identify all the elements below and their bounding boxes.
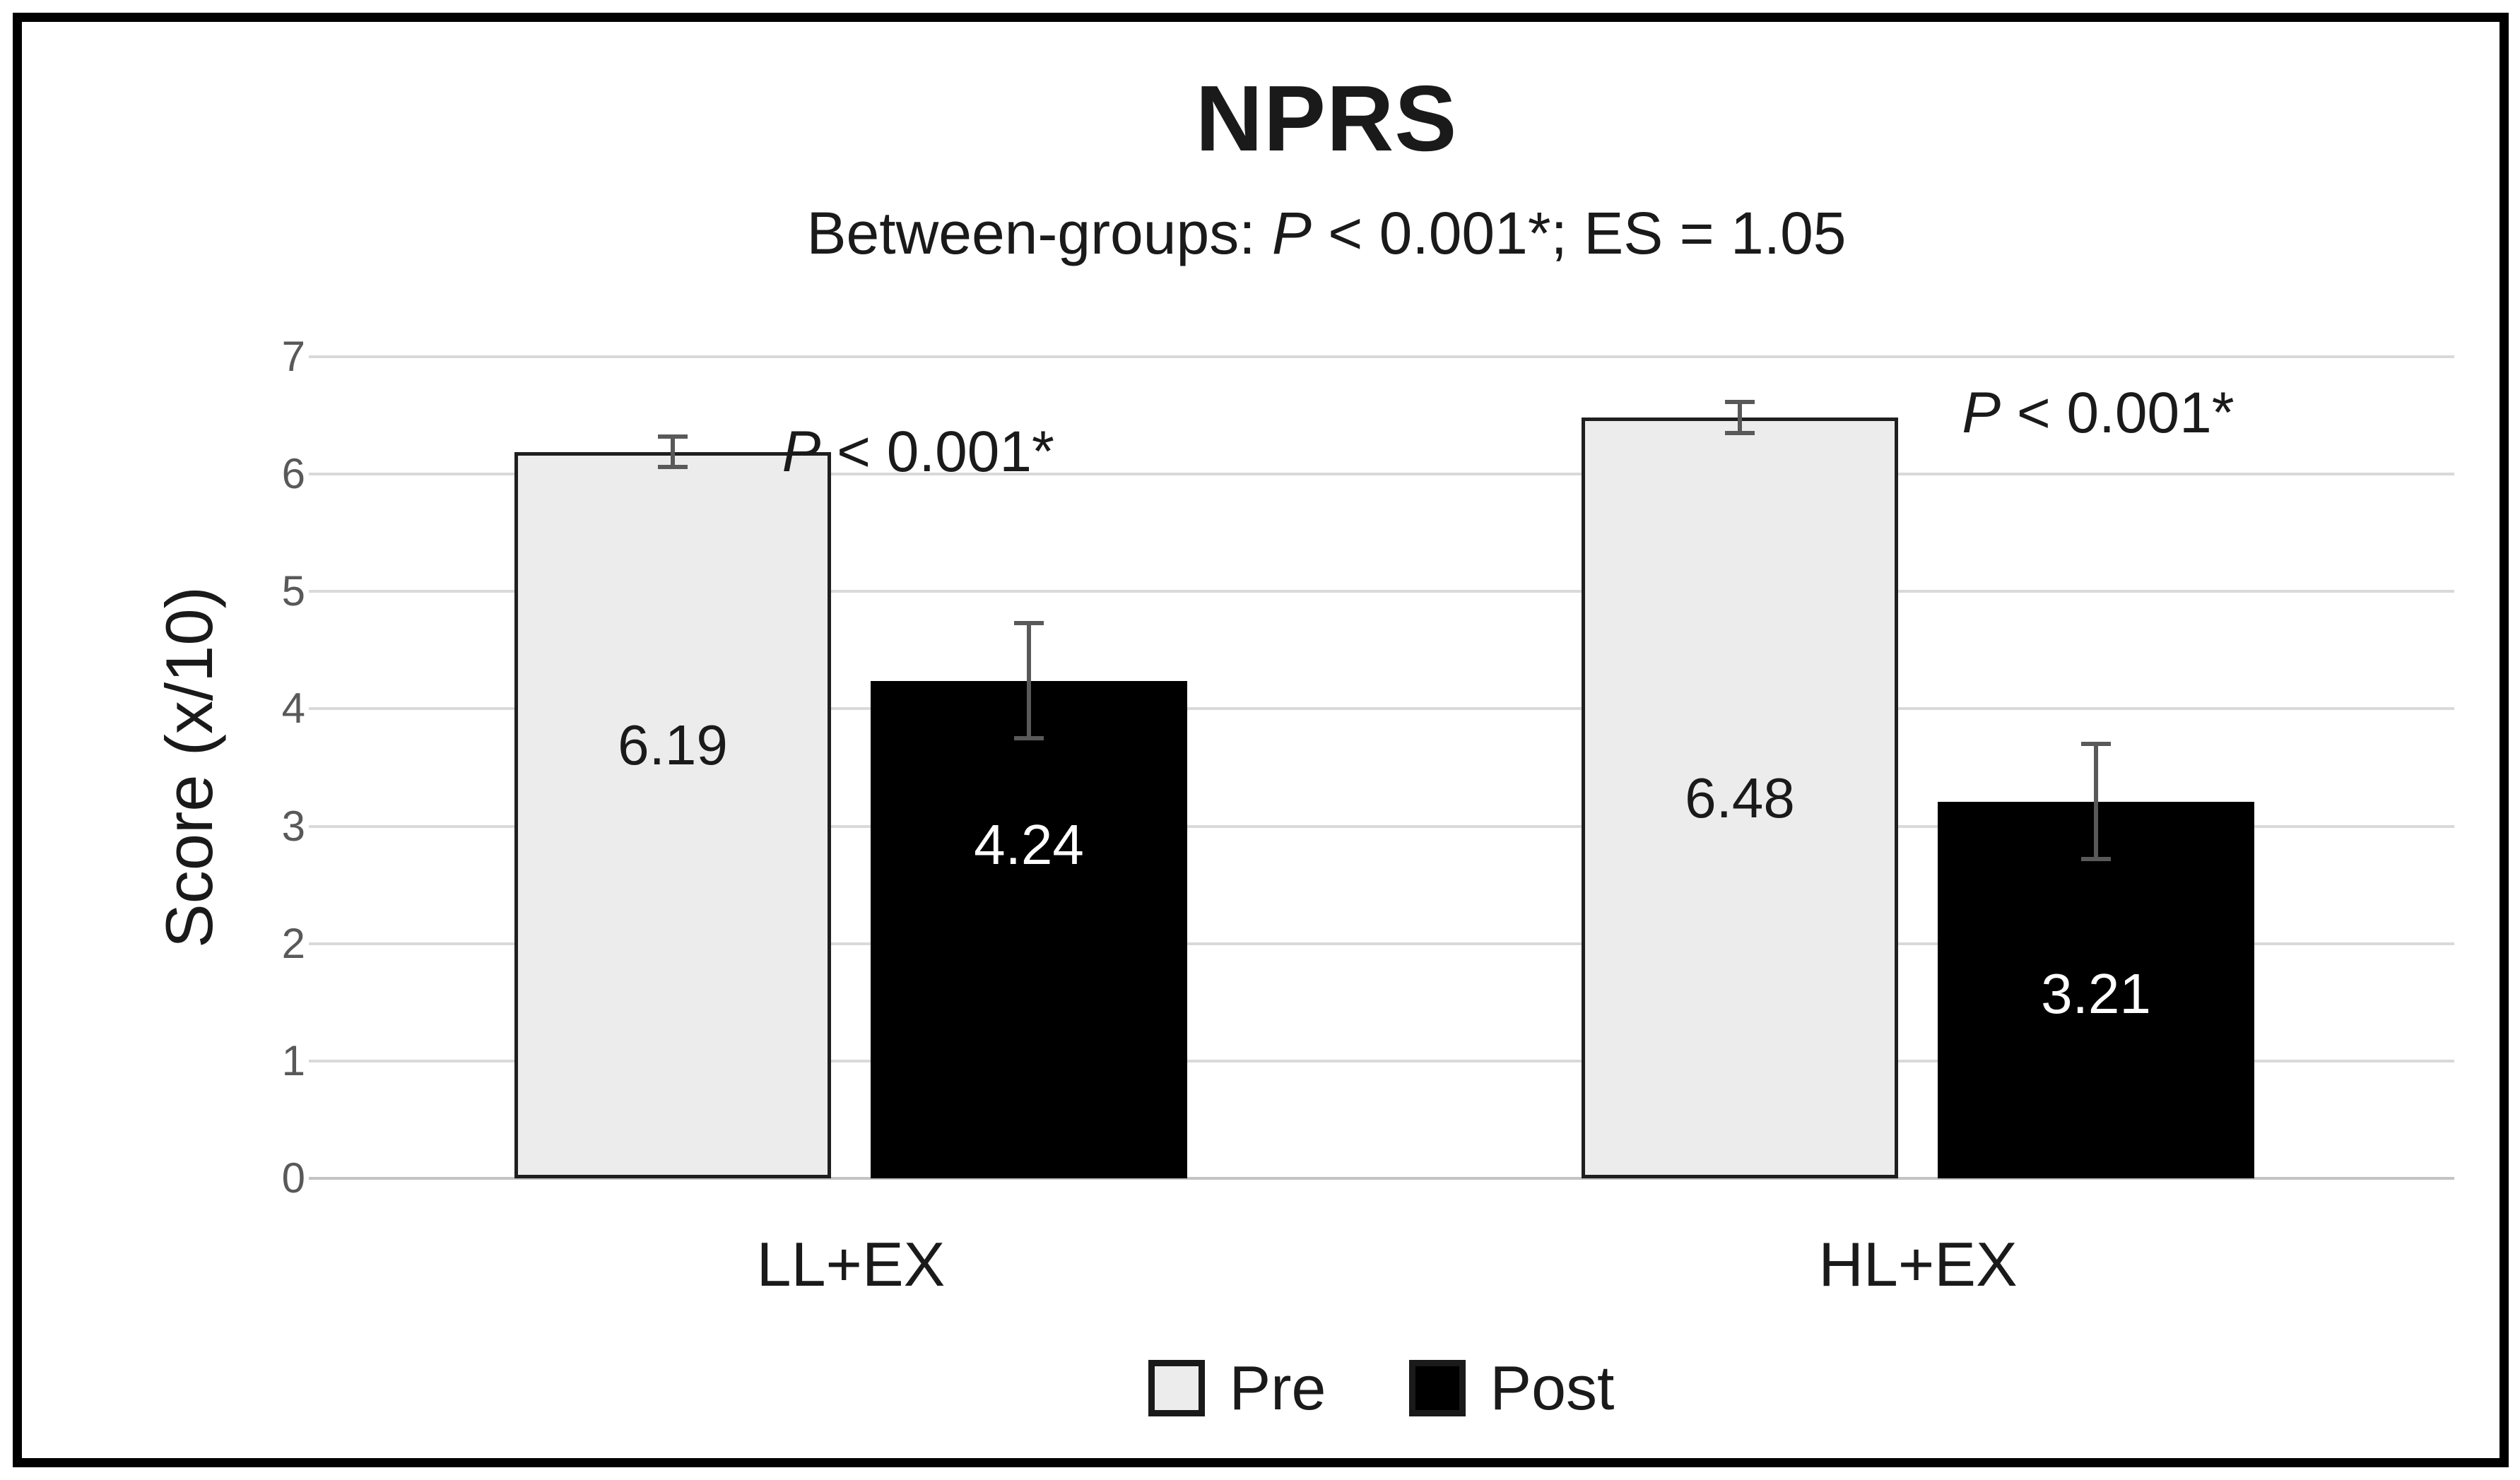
bar-pre-hl-ex bbox=[1582, 418, 1898, 1178]
subtitle-italic-p: P bbox=[1271, 200, 1312, 266]
error-bar-cap-top bbox=[658, 434, 688, 439]
p-value-annotation-1: P < 0.001* bbox=[782, 419, 1054, 485]
y-tick-label-0: 0 bbox=[281, 1154, 305, 1202]
figure-border bbox=[13, 13, 2509, 1467]
annotation-text: < 0.001* bbox=[2001, 380, 2235, 445]
error-bar-cap-top bbox=[2081, 741, 2111, 746]
y-tick-label-6: 6 bbox=[281, 450, 305, 498]
annotation-italic-p: P bbox=[782, 419, 821, 484]
error-bar-cap-top bbox=[1014, 620, 1044, 625]
legend-swatch-pre bbox=[1148, 1360, 1206, 1416]
x-category-label-ll-ex: LL+EX bbox=[756, 1229, 946, 1299]
error-bar-post-hl-ex bbox=[2081, 741, 2111, 862]
bar-value-label-pre-ll-ex: 6.19 bbox=[618, 713, 728, 776]
bar-value-label-pre-hl-ex: 6.48 bbox=[1685, 766, 1795, 829]
gridline-y-2 bbox=[309, 942, 2454, 945]
gridline-y-0 bbox=[309, 1177, 2454, 1180]
y-tick-label-7: 7 bbox=[281, 333, 305, 380]
legend-label-post: Post bbox=[1490, 1353, 1615, 1423]
p-value-annotation-2: P < 0.001* bbox=[1962, 380, 2234, 446]
y-axis-title: Score (x/10) bbox=[152, 586, 226, 948]
annotation-italic-p: P bbox=[1962, 380, 2001, 445]
gridline-y-1 bbox=[309, 1059, 2454, 1062]
bar-post-hl-ex bbox=[1938, 801, 2254, 1178]
bar-value-label-post-hl-ex: 3.21 bbox=[2041, 962, 2151, 1026]
error-bar-cap-bottom bbox=[1014, 736, 1044, 741]
plot-area: 0 1 2 3 4 5 6 7 6.19 6.48 4.24 3.21 LL+EX HL+EX P < 0.… bbox=[282, 333, 2454, 1299]
gridline-y-5 bbox=[309, 590, 2454, 593]
chart-legend: Pre Post bbox=[309, 1352, 2454, 1424]
y-tick-label-4: 4 bbox=[281, 685, 305, 733]
error-bar-post-ll-ex bbox=[1014, 620, 1044, 741]
chart-subtitle: Between-groups: P < 0.001*; ES = 1.05 bbox=[807, 199, 1847, 268]
error-bar-cap-top bbox=[1725, 400, 1755, 405]
y-tick-label-3: 3 bbox=[281, 802, 305, 850]
y-tick-label-5: 5 bbox=[281, 567, 305, 615]
error-bar-cap-bottom bbox=[1725, 431, 1755, 436]
gridline-y-7 bbox=[309, 355, 2454, 358]
bar-post-ll-ex bbox=[871, 680, 1187, 1178]
legend-label-pre: Pre bbox=[1229, 1353, 1326, 1423]
y-tick-label-1: 1 bbox=[281, 1036, 305, 1084]
legend-swatch-post bbox=[1409, 1360, 1466, 1416]
error-bar-pre-hl-ex bbox=[1725, 400, 1755, 436]
legend-item-pre: Pre bbox=[1148, 1352, 1326, 1424]
x-category-label-hl-ex: HL+EX bbox=[1818, 1229, 2018, 1299]
gridline-y-3 bbox=[309, 824, 2454, 828]
chart-title: NPRS bbox=[1195, 66, 1458, 170]
subtitle-prefix: Between-groups: bbox=[806, 200, 1272, 266]
subtitle-suffix: < 0.001*; ES = 1.05 bbox=[1311, 200, 1847, 266]
annotation-text: < 0.001* bbox=[820, 419, 1054, 484]
legend-item-post: Post bbox=[1409, 1352, 1615, 1424]
error-bar-cap-bottom bbox=[658, 465, 688, 470]
error-bar-pre-ll-ex bbox=[658, 434, 688, 470]
bar-pre-ll-ex bbox=[514, 451, 831, 1178]
gridline-y-6 bbox=[309, 473, 2454, 476]
error-bar-cap-bottom bbox=[2081, 857, 2111, 862]
gridline-y-4 bbox=[309, 707, 2454, 711]
y-tick-label-2: 2 bbox=[281, 919, 305, 967]
bar-value-label-post-ll-ex: 4.24 bbox=[974, 813, 1084, 877]
